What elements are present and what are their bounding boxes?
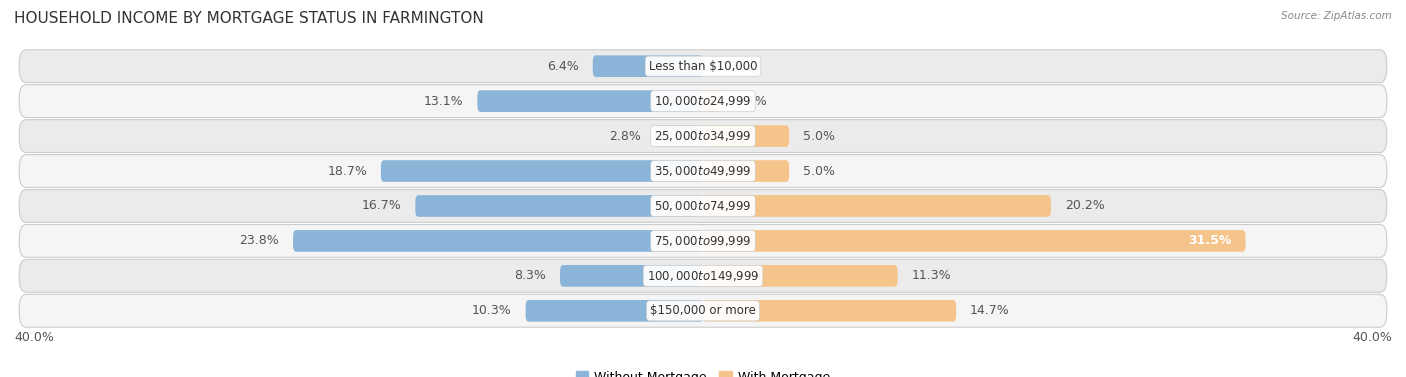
FancyBboxPatch shape — [703, 265, 897, 287]
Text: 6.4%: 6.4% — [547, 60, 579, 73]
FancyBboxPatch shape — [381, 160, 703, 182]
Text: $35,000 to $49,999: $35,000 to $49,999 — [654, 164, 752, 178]
Text: 0.0%: 0.0% — [717, 60, 749, 73]
Text: 31.5%: 31.5% — [1188, 234, 1232, 247]
FancyBboxPatch shape — [655, 125, 703, 147]
Text: 13.1%: 13.1% — [425, 95, 464, 108]
Text: 11.3%: 11.3% — [911, 269, 950, 282]
Text: 14.7%: 14.7% — [970, 304, 1010, 317]
FancyBboxPatch shape — [292, 230, 703, 252]
Text: 5.0%: 5.0% — [803, 164, 835, 178]
Text: $150,000 or more: $150,000 or more — [650, 304, 756, 317]
FancyBboxPatch shape — [20, 120, 1386, 153]
FancyBboxPatch shape — [703, 90, 721, 112]
FancyBboxPatch shape — [703, 300, 956, 322]
FancyBboxPatch shape — [703, 125, 789, 147]
FancyBboxPatch shape — [478, 90, 703, 112]
FancyBboxPatch shape — [20, 50, 1386, 83]
FancyBboxPatch shape — [703, 160, 789, 182]
Text: $25,000 to $34,999: $25,000 to $34,999 — [654, 129, 752, 143]
Text: 16.7%: 16.7% — [361, 199, 402, 213]
Text: 40.0%: 40.0% — [14, 331, 53, 344]
Text: 18.7%: 18.7% — [328, 164, 367, 178]
Text: 5.0%: 5.0% — [803, 130, 835, 143]
Text: 10.3%: 10.3% — [472, 304, 512, 317]
FancyBboxPatch shape — [20, 155, 1386, 187]
FancyBboxPatch shape — [560, 265, 703, 287]
Text: 2.8%: 2.8% — [609, 130, 641, 143]
Text: Less than $10,000: Less than $10,000 — [648, 60, 758, 73]
Text: 8.3%: 8.3% — [515, 269, 547, 282]
FancyBboxPatch shape — [20, 294, 1386, 327]
Text: $50,000 to $74,999: $50,000 to $74,999 — [654, 199, 752, 213]
Text: $10,000 to $24,999: $10,000 to $24,999 — [654, 94, 752, 108]
Legend: Without Mortgage, With Mortgage: Without Mortgage, With Mortgage — [571, 366, 835, 377]
FancyBboxPatch shape — [20, 224, 1386, 257]
FancyBboxPatch shape — [20, 85, 1386, 118]
FancyBboxPatch shape — [703, 230, 1246, 252]
FancyBboxPatch shape — [703, 195, 1050, 217]
Text: $75,000 to $99,999: $75,000 to $99,999 — [654, 234, 752, 248]
FancyBboxPatch shape — [20, 190, 1386, 222]
Text: Source: ZipAtlas.com: Source: ZipAtlas.com — [1281, 11, 1392, 21]
FancyBboxPatch shape — [526, 300, 703, 322]
Text: HOUSEHOLD INCOME BY MORTGAGE STATUS IN FARMINGTON: HOUSEHOLD INCOME BY MORTGAGE STATUS IN F… — [14, 11, 484, 26]
FancyBboxPatch shape — [415, 195, 703, 217]
FancyBboxPatch shape — [20, 259, 1386, 292]
Text: 23.8%: 23.8% — [239, 234, 280, 247]
Text: 40.0%: 40.0% — [1353, 331, 1392, 344]
FancyBboxPatch shape — [593, 55, 703, 77]
Text: 1.1%: 1.1% — [735, 95, 768, 108]
Text: $100,000 to $149,999: $100,000 to $149,999 — [647, 269, 759, 283]
Text: 20.2%: 20.2% — [1064, 199, 1105, 213]
